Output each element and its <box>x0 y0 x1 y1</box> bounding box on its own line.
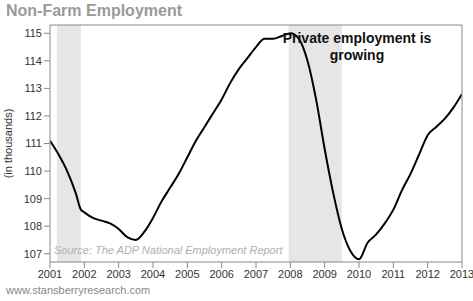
svg-text:2010: 2010 <box>347 268 371 280</box>
svg-text:111: 111 <box>25 137 42 149</box>
svg-text:2012: 2012 <box>415 268 439 280</box>
html-text:Non-Farm Employment: Non-Farm Employment <box>6 2 182 19</box>
html-text:Source: The ADP National Emplo: Source: The ADP National Employment Repo… <box>54 244 283 256</box>
svg-text:2007: 2007 <box>244 268 268 280</box>
svg-text:108: 108 <box>24 220 42 232</box>
svg-text:2011: 2011 <box>382 268 406 280</box>
svg-text:(in thousands): (in thousands) <box>8 109 14 179</box>
svg-text:2002: 2002 <box>72 268 96 280</box>
svg-text:109: 109 <box>24 193 42 205</box>
svg-text:114: 114 <box>24 55 42 67</box>
svg-text:113: 113 <box>24 82 42 94</box>
html-text:Private employment is growing: Private employment is growing <box>282 30 432 63</box>
svg-text:2009: 2009 <box>312 268 336 280</box>
svg-text:115: 115 <box>24 27 42 39</box>
svg-text:2005: 2005 <box>175 268 199 280</box>
svg-text:2008: 2008 <box>278 268 302 280</box>
svg-text:2003: 2003 <box>106 268 130 280</box>
html-text:www.stansberryresearch.com: www.stansberryresearch.com <box>6 284 151 296</box>
svg-text:110: 110 <box>24 165 42 177</box>
svg-text:2006: 2006 <box>209 268 233 280</box>
svg-text:2004: 2004 <box>141 268 165 280</box>
svg-text:107: 107 <box>24 248 42 260</box>
svg-text:2013: 2013 <box>450 268 465 280</box>
svg-text:2001: 2001 <box>38 268 62 280</box>
svg-text:112: 112 <box>24 110 42 122</box>
